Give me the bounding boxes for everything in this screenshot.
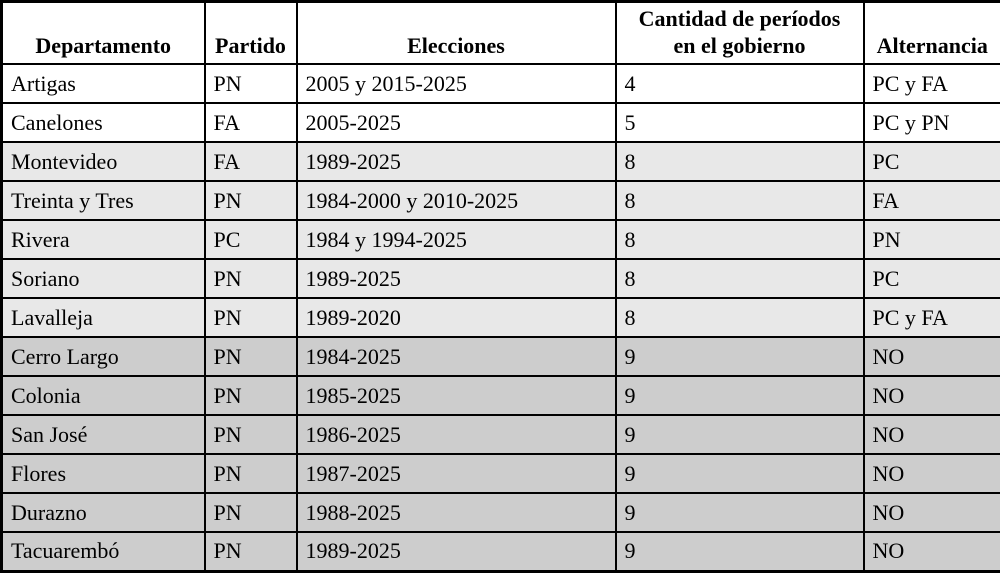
cell-partido: PN bbox=[205, 64, 297, 103]
cell-departamento: Soriano bbox=[2, 259, 205, 298]
cell-periodos: 4 bbox=[616, 64, 864, 103]
cell-alternancia: PC y FA bbox=[864, 64, 1000, 103]
cell-alternancia: PC bbox=[864, 142, 1000, 181]
cell-departamento: Colonia bbox=[2, 376, 205, 415]
cell-periodos: 8 bbox=[616, 259, 864, 298]
cell-partido: PN bbox=[205, 415, 297, 454]
cell-periodos: 8 bbox=[616, 220, 864, 259]
cell-partido: PN bbox=[205, 337, 297, 376]
cell-periodos: 9 bbox=[616, 493, 864, 532]
cell-periodos: 9 bbox=[616, 454, 864, 493]
cell-departamento: Artigas bbox=[2, 64, 205, 103]
cell-partido: PN bbox=[205, 532, 297, 571]
cell-departamento: Lavalleja bbox=[2, 298, 205, 337]
cell-elecciones: 1989-2025 bbox=[297, 142, 616, 181]
cell-alternancia: NO bbox=[864, 376, 1000, 415]
cell-elecciones: 1987-2025 bbox=[297, 454, 616, 493]
cell-elecciones: 1984-2000 y 2010-2025 bbox=[297, 181, 616, 220]
header-row: Departamento Partido Elecciones Cantidad… bbox=[2, 2, 1000, 65]
cell-elecciones: 1989-2025 bbox=[297, 532, 616, 571]
cell-departamento: Durazno bbox=[2, 493, 205, 532]
cell-elecciones: 2005 y 2015-2025 bbox=[297, 64, 616, 103]
cell-departamento: Cerro Largo bbox=[2, 337, 205, 376]
column-header-alternancia: Alternancia bbox=[864, 2, 1000, 65]
cell-partido: PN bbox=[205, 454, 297, 493]
cell-alternancia: NO bbox=[864, 415, 1000, 454]
cell-periodos: 8 bbox=[616, 181, 864, 220]
cell-alternancia: FA bbox=[864, 181, 1000, 220]
cell-alternancia: NO bbox=[864, 493, 1000, 532]
cell-alternancia: NO bbox=[864, 454, 1000, 493]
column-header-partido: Partido bbox=[205, 2, 297, 65]
cell-periodos: 9 bbox=[616, 415, 864, 454]
cell-elecciones: 1984 y 1994-2025 bbox=[297, 220, 616, 259]
column-header-periodos: Cantidad de períodos en el gobierno bbox=[616, 2, 864, 65]
cell-alternancia: PN bbox=[864, 220, 1000, 259]
cell-elecciones: 1988-2025 bbox=[297, 493, 616, 532]
cell-alternancia: PC bbox=[864, 259, 1000, 298]
column-header-departamento: Departamento bbox=[2, 2, 205, 65]
cell-periodos: 9 bbox=[616, 376, 864, 415]
cell-departamento: Montevideo bbox=[2, 142, 205, 181]
cell-partido: PN bbox=[205, 376, 297, 415]
cell-alternancia: PC y PN bbox=[864, 103, 1000, 142]
cell-departamento: Flores bbox=[2, 454, 205, 493]
cell-elecciones: 2005-2025 bbox=[297, 103, 616, 142]
cell-departamento: Rivera bbox=[2, 220, 205, 259]
cell-departamento: San José bbox=[2, 415, 205, 454]
column-header-elecciones: Elecciones bbox=[297, 2, 616, 65]
cell-periodos: 8 bbox=[616, 142, 864, 181]
cell-periodos: 8 bbox=[616, 298, 864, 337]
cell-periodos: 9 bbox=[616, 337, 864, 376]
cell-partido: FA bbox=[205, 142, 297, 181]
cell-partido: PN bbox=[205, 298, 297, 337]
cell-alternancia: NO bbox=[864, 532, 1000, 571]
cell-alternancia: NO bbox=[864, 337, 1000, 376]
cell-elecciones: 1986-2025 bbox=[297, 415, 616, 454]
cell-elecciones: 1989-2025 bbox=[297, 259, 616, 298]
cell-periodos: 9 bbox=[616, 532, 864, 571]
cell-partido: PN bbox=[205, 181, 297, 220]
cell-partido: FA bbox=[205, 103, 297, 142]
cell-departamento: Canelones bbox=[2, 103, 205, 142]
cell-elecciones: 1984-2025 bbox=[297, 337, 616, 376]
cell-departamento: Treinta y Tres bbox=[2, 181, 205, 220]
cell-partido: PC bbox=[205, 220, 297, 259]
cell-partido: PN bbox=[205, 493, 297, 532]
cell-alternancia: PC y FA bbox=[864, 298, 1000, 337]
table-header: Departamento Partido Elecciones Cantidad… bbox=[2, 2, 1000, 65]
cell-partido: PN bbox=[205, 259, 297, 298]
cell-periodos: 5 bbox=[616, 103, 864, 142]
cell-elecciones: 1985-2025 bbox=[297, 376, 616, 415]
cell-departamento: Tacuarembó bbox=[2, 532, 205, 571]
cell-elecciones: 1989-2020 bbox=[297, 298, 616, 337]
